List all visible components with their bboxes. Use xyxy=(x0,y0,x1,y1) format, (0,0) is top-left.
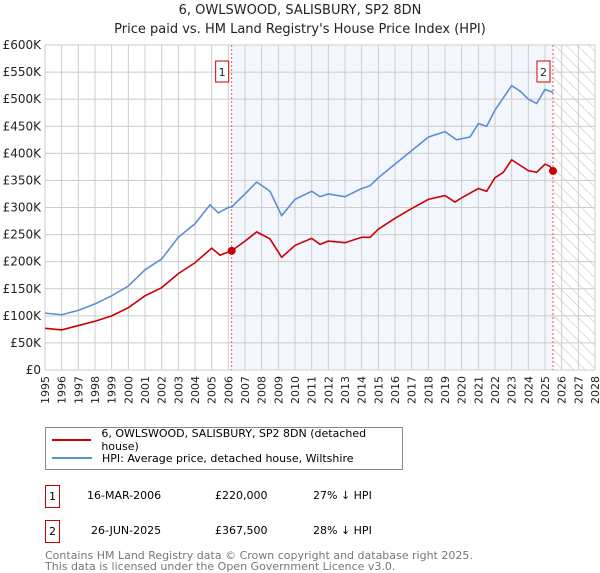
footer-line-2: This data is licensed under the Open Gov… xyxy=(45,560,396,573)
x-tick-label: 1999 xyxy=(106,376,119,404)
y-tick-label: £200K xyxy=(3,255,43,269)
footer: Contains HM Land Registry data © Crown c… xyxy=(45,550,473,572)
sale-badge: 1 xyxy=(45,485,60,508)
sale-date: 16-MAR-2006 xyxy=(87,489,162,502)
sale-price: £220,000 xyxy=(215,489,268,502)
y-tick-label: £300K xyxy=(3,201,43,215)
x-tick-label: 2023 xyxy=(506,376,519,404)
sale-hpi: 28% ↓ HPI xyxy=(313,524,372,537)
x-tick-label: 2002 xyxy=(156,376,169,404)
sale-label-box xyxy=(536,60,551,83)
y-tick-label: £550K xyxy=(3,65,43,79)
legend: 6, OWLSWOOD, SALISBURY, SP2 8DN (detache… xyxy=(45,427,403,470)
chart: 1995 1996 1997 1998 1999 2000 2001 2002 2003 2004… xyxy=(3,38,600,404)
x-tick-label: 2004 xyxy=(189,376,202,404)
legend-property: 6, OWLSWOOD, SALISBURY, SP2 8DN (detache… xyxy=(101,427,367,453)
x-tick-label: 2012 xyxy=(322,376,335,404)
x-tick-label: 2015 xyxy=(372,376,385,404)
chart-title: 6, OWLSWOOD, SALISBURY, SP2 8DN xyxy=(178,3,422,18)
sale-label: 2 xyxy=(540,66,547,79)
y-tick-label: £400K xyxy=(3,146,43,160)
x-tick-label: 2007 xyxy=(239,376,252,404)
sale-label-box xyxy=(215,60,230,83)
sale-row-1: 1 16-MAR-2006 £220,000 27% ↓ HPI xyxy=(45,485,445,508)
sale-badge: 2 xyxy=(45,520,60,543)
x-tick-label: 2014 xyxy=(356,376,369,404)
x-tick-label: 2001 xyxy=(139,376,152,404)
x-tick-label: 2024 xyxy=(522,376,535,404)
x-tick-label: 2017 xyxy=(406,376,419,404)
sale-label: 1 xyxy=(219,66,226,79)
x-tick-label: 2010 xyxy=(289,376,302,404)
x-tick-label: 2011 xyxy=(306,376,319,404)
x-tick-label: 2022 xyxy=(489,376,502,404)
x-tick-label: 1998 xyxy=(89,376,102,404)
y-tick-label: £150K xyxy=(3,282,43,296)
x-tick-label: 2018 xyxy=(422,376,435,404)
x-tick-label: 1997 xyxy=(72,376,85,404)
x-tick-label: 2009 xyxy=(272,376,285,404)
x-tick-label: 2025 xyxy=(539,376,552,404)
sale-hpi: 27% ↓ HPI xyxy=(313,489,372,502)
sale-price: £367,500 xyxy=(215,524,268,537)
x-tick-label: 2020 xyxy=(456,376,469,404)
y-tick-label: £50K xyxy=(10,336,42,350)
x-tick-label: 2008 xyxy=(256,376,269,404)
x-tick-label: 2028 xyxy=(589,376,600,404)
sale-row-2: 2 26-JUN-2025 £367,500 28% ↓ HPI xyxy=(45,520,445,543)
sale-date: 26-JUN-2025 xyxy=(91,524,162,537)
y-tick-label: £100K xyxy=(3,309,43,323)
x-tick-label: 2000 xyxy=(122,376,135,404)
footer-line-1: Contains HM Land Registry data © Crown c… xyxy=(45,549,473,562)
x-tick-label: 2003 xyxy=(172,376,185,404)
y-tick-label: £600K xyxy=(3,38,43,52)
x-tick-label: 2013 xyxy=(339,376,352,404)
sale-point xyxy=(549,166,557,175)
hpi-series-line xyxy=(44,84,554,316)
y-tick-label: £450K xyxy=(3,119,43,133)
x-tick-label: 1996 xyxy=(56,376,69,404)
y-tick-label: £350K xyxy=(3,173,43,187)
x-tick-label: 2027 xyxy=(572,376,585,404)
property-series-line xyxy=(44,158,554,331)
x-tick-label: 2005 xyxy=(206,376,219,404)
y-tick-label: £0 xyxy=(26,363,41,377)
x-tick-label: 1995 xyxy=(39,376,52,404)
x-tick-label: 2026 xyxy=(556,376,569,404)
chart-subtitle: Price paid vs. HM Land Registry's House … xyxy=(114,22,486,37)
red-line-swatch xyxy=(52,439,92,441)
blue-line-swatch xyxy=(52,457,92,459)
x-tick-label: 2016 xyxy=(389,376,402,404)
sale-point xyxy=(227,246,236,255)
y-tick-label: £500K xyxy=(3,92,43,106)
x-tick-label: 2019 xyxy=(439,376,452,404)
legend-hpi: HPI: Average price, detached house, Wilt… xyxy=(102,451,354,465)
y-tick-label: £250K xyxy=(3,228,43,242)
x-tick-label: 2021 xyxy=(472,376,485,404)
x-tick-label: 2006 xyxy=(222,376,235,404)
